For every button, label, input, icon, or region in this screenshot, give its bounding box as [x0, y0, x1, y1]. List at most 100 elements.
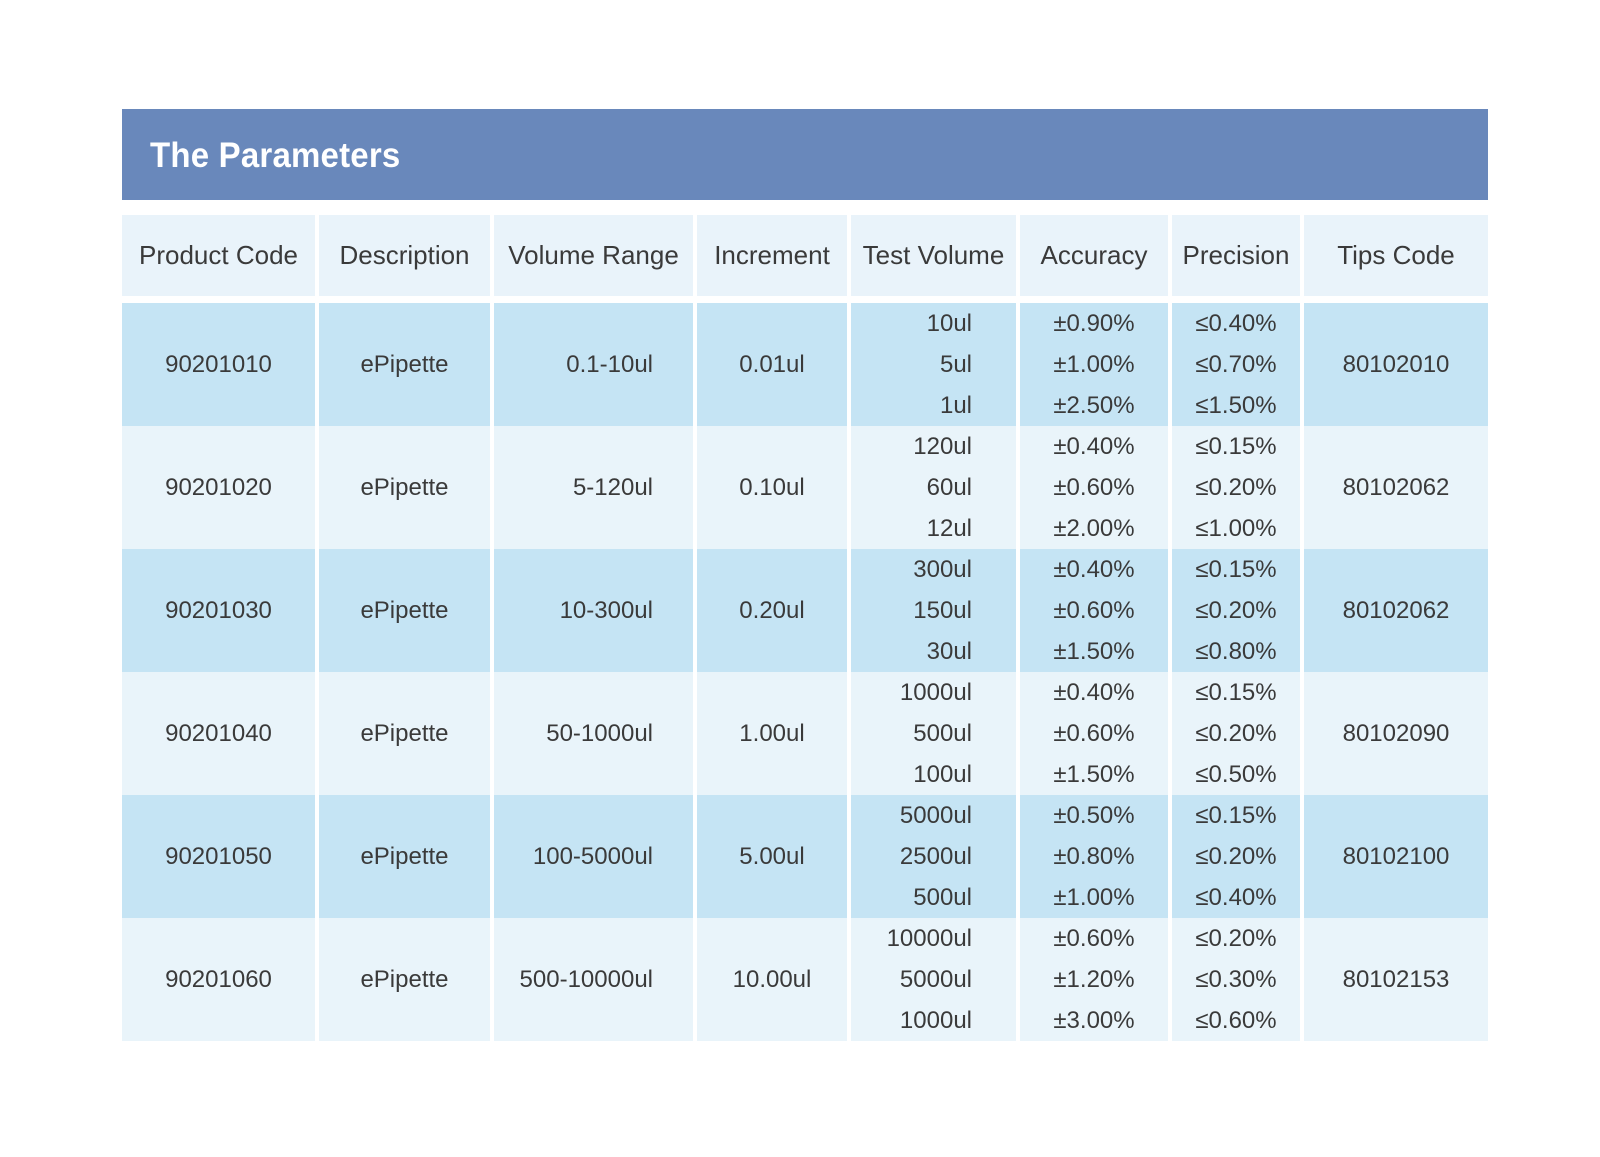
column-header-volume-range: Volume Range: [490, 215, 693, 303]
precision-value: ≤1.50%: [1195, 391, 1277, 419]
precision-cell: ≤0.40% ≤0.70% ≤1.50%: [1168, 303, 1300, 426]
description-cell: ePipette: [315, 918, 490, 1041]
accuracy-cell: ±0.50% ±0.80% ±1.00%: [1016, 795, 1168, 918]
volume-range-cell: 10-300ul: [490, 549, 693, 672]
tips-code-cell: 80102153: [1300, 918, 1488, 1041]
increment-cell: 10.00ul: [693, 918, 847, 1041]
test-volume-value: 5ul: [939, 350, 972, 378]
tips-code-cell: 80102100: [1300, 795, 1488, 918]
table-row: 90201030 ePipette 10-300ul 0.20ul 300ul …: [122, 549, 1488, 672]
column-header-description: Description: [315, 215, 490, 303]
accuracy-cell: ±0.40% ±0.60% ±1.50%: [1016, 549, 1168, 672]
accuracy-value: ±0.60%: [1053, 473, 1135, 501]
accuracy-value: ±2.50%: [1053, 391, 1135, 419]
product-code-cell: 90201060: [122, 918, 315, 1041]
precision-value: ≤0.80%: [1195, 637, 1277, 665]
table-row: 90201050 ePipette 100-5000ul 5.00ul 5000…: [122, 795, 1488, 918]
test-volume-value: 500ul: [913, 883, 972, 911]
precision-value: ≤0.15%: [1195, 432, 1277, 460]
precision-value: ≤0.50%: [1195, 760, 1277, 788]
column-header-product-code: Product Code: [122, 215, 315, 303]
test-volume-cell: 10000ul 5000ul 1000ul: [847, 918, 1016, 1041]
precision-cell: ≤0.15% ≤0.20% ≤0.40%: [1168, 795, 1300, 918]
increment-cell: 5.00ul: [693, 795, 847, 918]
test-volume-cell: 5000ul 2500ul 500ul: [847, 795, 1016, 918]
page-title: The Parameters: [150, 133, 401, 174]
tips-code-cell: 80102010: [1300, 303, 1488, 426]
description-cell: ePipette: [315, 303, 490, 426]
accuracy-value: ±1.50%: [1053, 637, 1135, 665]
precision-value: ≤1.00%: [1195, 514, 1277, 542]
precision-value: ≤0.20%: [1195, 924, 1277, 952]
test-volume-value: 30ul: [926, 637, 972, 665]
tips-code-cell: 80102062: [1300, 426, 1488, 549]
precision-value: ≤0.15%: [1195, 678, 1277, 706]
increment-cell: 0.01ul: [693, 303, 847, 426]
volume-range-cell: 500-10000ul: [490, 918, 693, 1041]
volume-range-cell: 0.1-10ul: [490, 303, 693, 426]
description-cell: ePipette: [315, 426, 490, 549]
table-row: 90201020 ePipette 5-120ul 0.10ul 120ul 6…: [122, 426, 1488, 549]
accuracy-value: ±0.60%: [1053, 924, 1135, 952]
volume-range-cell: 100-5000ul: [490, 795, 693, 918]
product-code-cell: 90201030: [122, 549, 315, 672]
accuracy-cell: ±0.60% ±1.20% ±3.00%: [1016, 918, 1168, 1041]
precision-value: ≤0.60%: [1195, 1006, 1277, 1034]
title-banner: The Parameters: [122, 109, 1488, 200]
product-code-cell: 90201050: [122, 795, 315, 918]
precision-value: ≤0.20%: [1195, 596, 1277, 624]
precision-value: ≤0.40%: [1195, 309, 1277, 337]
accuracy-cell: ±0.40% ±0.60% ±2.00%: [1016, 426, 1168, 549]
accuracy-cell: ±0.40% ±0.60% ±1.50%: [1016, 672, 1168, 795]
increment-cell: 0.10ul: [693, 426, 847, 549]
table-row: 90201060 ePipette 500-10000ul 10.00ul 10…: [122, 918, 1488, 1041]
test-volume-value: 5000ul: [899, 965, 972, 993]
column-header-accuracy: Accuracy: [1016, 215, 1168, 303]
test-volume-value: 10ul: [926, 309, 972, 337]
accuracy-value: ±0.60%: [1053, 596, 1135, 624]
accuracy-value: ±1.00%: [1053, 883, 1135, 911]
test-volume-value: 10000ul: [886, 924, 972, 952]
precision-cell: ≤0.15% ≤0.20% ≤1.00%: [1168, 426, 1300, 549]
test-volume-cell: 1000ul 500ul 100ul: [847, 672, 1016, 795]
accuracy-value: ±0.90%: [1053, 309, 1135, 337]
description-cell: ePipette: [315, 549, 490, 672]
test-volume-value: 60ul: [926, 473, 972, 501]
accuracy-value: ±2.00%: [1053, 514, 1135, 542]
accuracy-value: ±0.80%: [1053, 842, 1135, 870]
test-volume-value: 100ul: [913, 760, 972, 788]
test-volume-value: 300ul: [913, 555, 972, 583]
test-volume-value: 12ul: [926, 514, 972, 542]
accuracy-value: ±0.60%: [1053, 719, 1135, 747]
test-volume-value: 120ul: [913, 432, 972, 460]
precision-value: ≤0.20%: [1195, 719, 1277, 747]
accuracy-value: ±1.20%: [1053, 965, 1135, 993]
volume-range-cell: 5-120ul: [490, 426, 693, 549]
column-header-increment: Increment: [693, 215, 847, 303]
description-cell: ePipette: [315, 795, 490, 918]
test-volume-value: 5000ul: [899, 801, 972, 829]
accuracy-value: ±0.40%: [1053, 555, 1135, 583]
increment-cell: 0.20ul: [693, 549, 847, 672]
product-code-cell: 90201040: [122, 672, 315, 795]
product-code-cell: 90201010: [122, 303, 315, 426]
table-header-row: Product Code Description Volume Range In…: [122, 215, 1488, 303]
column-header-precision: Precision: [1168, 215, 1300, 303]
accuracy-value: ±1.50%: [1053, 760, 1135, 788]
accuracy-value: ±1.00%: [1053, 350, 1135, 378]
volume-range-cell: 50-1000ul: [490, 672, 693, 795]
column-header-tips-code: Tips Code: [1300, 215, 1488, 303]
test-volume-value: 1000ul: [899, 1006, 972, 1034]
precision-value: ≤0.40%: [1195, 883, 1277, 911]
increment-cell: 1.00ul: [693, 672, 847, 795]
accuracy-value: ±0.40%: [1053, 432, 1135, 460]
precision-value: ≤0.20%: [1195, 842, 1277, 870]
test-volume-cell: 300ul 150ul 30ul: [847, 549, 1016, 672]
column-header-test-volume: Test Volume: [847, 215, 1016, 303]
precision-value: ≤0.20%: [1195, 473, 1277, 501]
parameters-table: Product Code Description Volume Range In…: [122, 215, 1488, 1041]
product-code-cell: 90201020: [122, 426, 315, 549]
tips-code-cell: 80102062: [1300, 549, 1488, 672]
table-row: 90201010 ePipette 0.1-10ul 0.01ul 10ul 5…: [122, 303, 1488, 426]
precision-value: ≤0.15%: [1195, 555, 1277, 583]
